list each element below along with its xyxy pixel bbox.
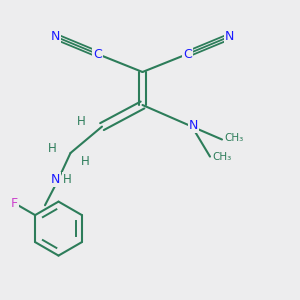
- Text: N: N: [51, 173, 60, 186]
- Text: H: H: [80, 155, 89, 168]
- Text: N: N: [189, 118, 198, 132]
- Text: CH₃: CH₃: [212, 152, 232, 163]
- Text: F: F: [11, 197, 18, 210]
- Text: CH₃: CH₃: [224, 133, 244, 143]
- Text: H: H: [48, 142, 57, 155]
- Text: N: N: [51, 30, 60, 43]
- Text: H: H: [63, 172, 72, 186]
- Text: N: N: [225, 30, 234, 43]
- Text: C: C: [183, 47, 192, 61]
- Text: C: C: [93, 47, 102, 61]
- Text: H: H: [76, 115, 85, 128]
